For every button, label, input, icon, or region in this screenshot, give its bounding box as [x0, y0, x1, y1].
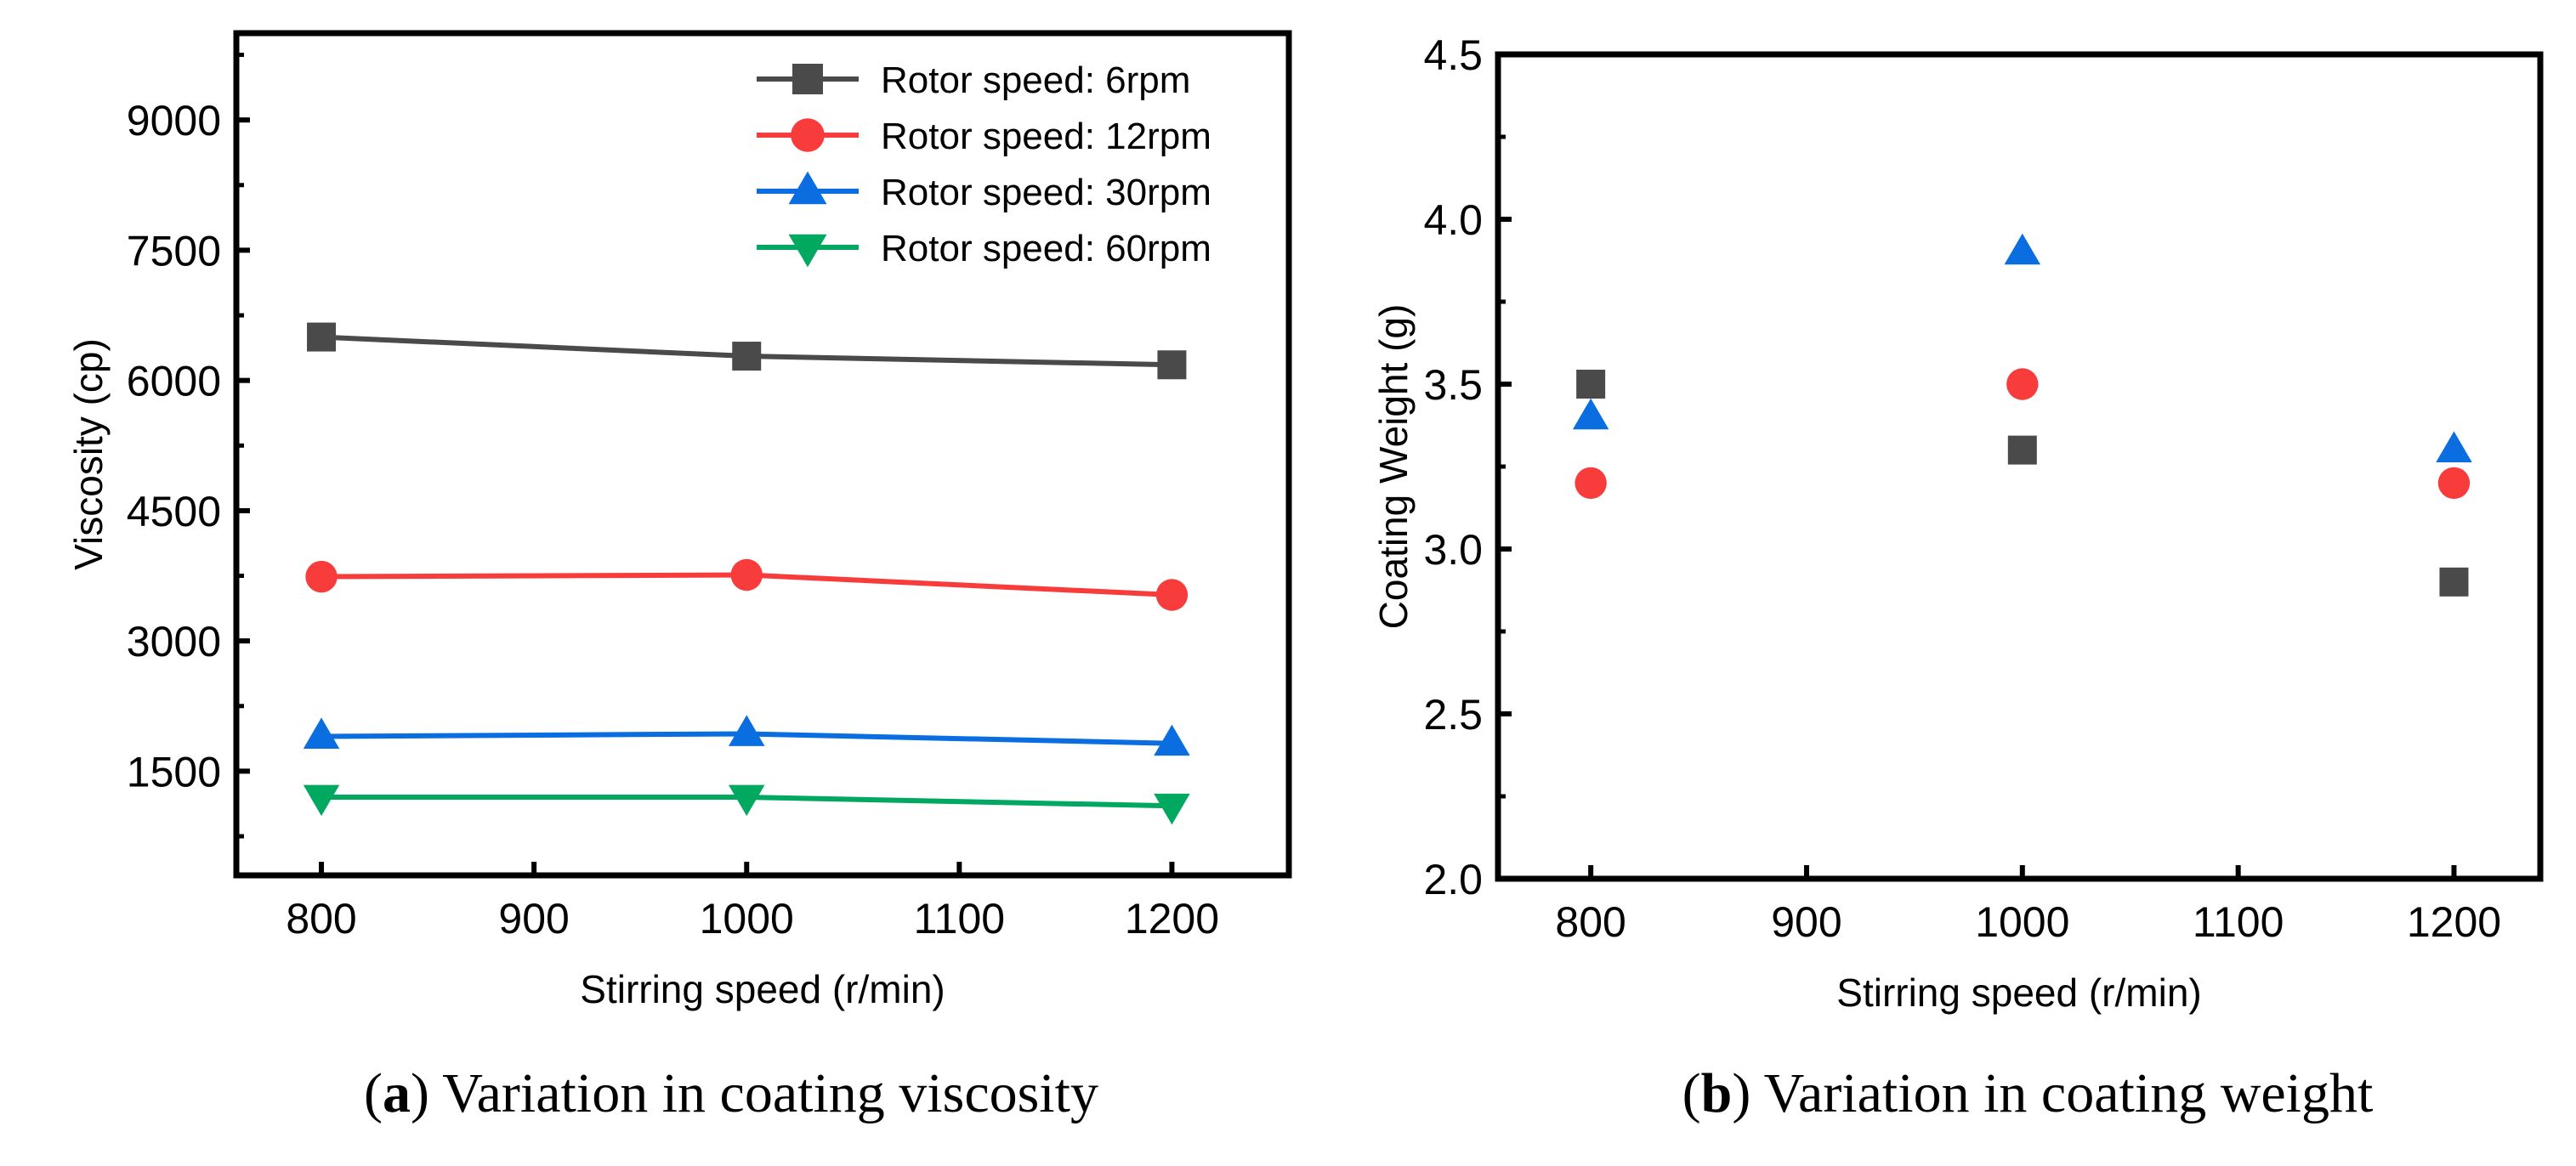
- series-rotor-speed-30rpm: [303, 715, 1190, 756]
- legend-label: Rotor speed: 12rpm: [881, 116, 1211, 157]
- chart-panel-b: 800 900 1000 1100 1200 2.0 2.5 3.0 3.5 4.0 4.5 Stir…: [1371, 31, 2544, 1124]
- legend-marker-triangle-down: [788, 234, 827, 268]
- data-point-square: [2439, 567, 2469, 597]
- caption-letter: b: [1701, 1062, 1733, 1124]
- y-tick-label: 4.5: [1423, 31, 1483, 79]
- caption-letter: a: [383, 1062, 411, 1124]
- y-tick-label: 3.0: [1423, 526, 1483, 574]
- x-tick-label: 900: [498, 895, 569, 942]
- legend-label: Rotor speed: 60rpm: [881, 228, 1211, 269]
- data-point-circle: [2006, 368, 2039, 400]
- data-point-circle: [1155, 579, 1189, 611]
- x-tick-label: 900: [1771, 898, 1841, 946]
- x-tick-label: 1000: [700, 895, 794, 942]
- caption-paren-close: ): [1732, 1062, 1763, 1124]
- series-rotor-speed-12rpm: [305, 558, 1189, 611]
- y-tick-label: 7500: [127, 227, 221, 275]
- data-point-square: [1157, 350, 1187, 380]
- series-rotor-speed-6rpm: [307, 322, 1187, 380]
- y-tick-label: 3.5: [1423, 361, 1483, 409]
- series-square: [1576, 370, 2469, 597]
- panel-caption: (b) Variation in coating weight: [1682, 1062, 2374, 1124]
- data-point-triangle-up: [2004, 233, 2041, 265]
- x-tick-label: 1200: [1125, 895, 1219, 942]
- legend: Rotor speed: 6rpm Rotor speed: 12rpm Rotor…: [757, 59, 1211, 269]
- legend-marker-circle: [791, 118, 825, 152]
- x-tick-label: 800: [1555, 898, 1626, 946]
- y-tick-label: 4500: [127, 488, 221, 535]
- chart-panel-a: 800 900 1000 1100 1200 1500 3000 4500 6000 7500 90…: [66, 30, 1292, 1124]
- data-point-square: [732, 342, 762, 371]
- y-tick-label: 9000: [127, 97, 221, 144]
- y-tick-label: 2.5: [1423, 691, 1483, 739]
- plot-frame: [1495, 51, 2544, 882]
- x-tick-label: 1100: [914, 895, 1006, 942]
- y-axis-title: Coating Weight (g): [1371, 304, 1416, 630]
- y-tick-label: 6000: [127, 358, 221, 405]
- plot-frame: [233, 30, 1292, 879]
- caption-paren-close: ): [411, 1062, 442, 1124]
- y-tick-label: 2.0: [1423, 856, 1483, 903]
- legend-marker-square: [792, 64, 823, 94]
- data-point-circle: [305, 560, 338, 593]
- data-point-circle: [2437, 467, 2471, 500]
- data-point-triangle-down: [728, 784, 765, 817]
- y-tick-label: 4.0: [1423, 196, 1483, 244]
- data-point-triangle-down: [1154, 793, 1190, 825]
- data-point-square: [307, 322, 337, 352]
- series-circle: [1575, 368, 2471, 500]
- caption-text: Variation in coating viscosity: [442, 1062, 1098, 1124]
- x-axis-title: Stirring speed (r/min): [1836, 971, 2201, 1015]
- caption-text: Variation in coating weight: [1764, 1062, 2374, 1124]
- data-point-triangle-up: [303, 717, 340, 749]
- data-point-triangle-up: [728, 715, 765, 746]
- legend-label: Rotor speed: 30rpm: [881, 172, 1211, 213]
- data-point-triangle-down: [303, 784, 340, 817]
- data-point-circle: [1575, 467, 1607, 500]
- series-triangle-up: [1572, 233, 2472, 463]
- x-tick-label: 1000: [1975, 898, 2069, 946]
- x-tick-label: 1200: [2407, 898, 2501, 946]
- data-point-circle: [730, 558, 763, 591]
- y-tick-label: 3000: [127, 618, 221, 665]
- y-axis-title: Viscosity (cp): [66, 338, 111, 570]
- panel-caption: (a) Variation in coating viscosity: [364, 1062, 1098, 1124]
- x-tick-label: 800: [286, 895, 356, 942]
- caption-paren-open: (: [1682, 1062, 1701, 1124]
- legend-label: Rotor speed: 6rpm: [881, 59, 1190, 101]
- x-axis-title: Stirring speed (r/min): [580, 967, 945, 1011]
- y-tick-label: 1500: [127, 748, 221, 795]
- data-point-square: [1576, 370, 1606, 399]
- data-point-triangle-up: [2436, 431, 2472, 463]
- data-point-square: [2007, 435, 2037, 465]
- series-rotor-speed-60rpm: [303, 784, 1190, 825]
- x-tick-label: 1100: [2193, 898, 2284, 946]
- caption-paren-open: (: [364, 1062, 383, 1124]
- legend-marker-triangle-up: [788, 171, 827, 205]
- data-point-triangle-up: [1154, 724, 1190, 756]
- data-point-triangle-up: [1572, 398, 1609, 430]
